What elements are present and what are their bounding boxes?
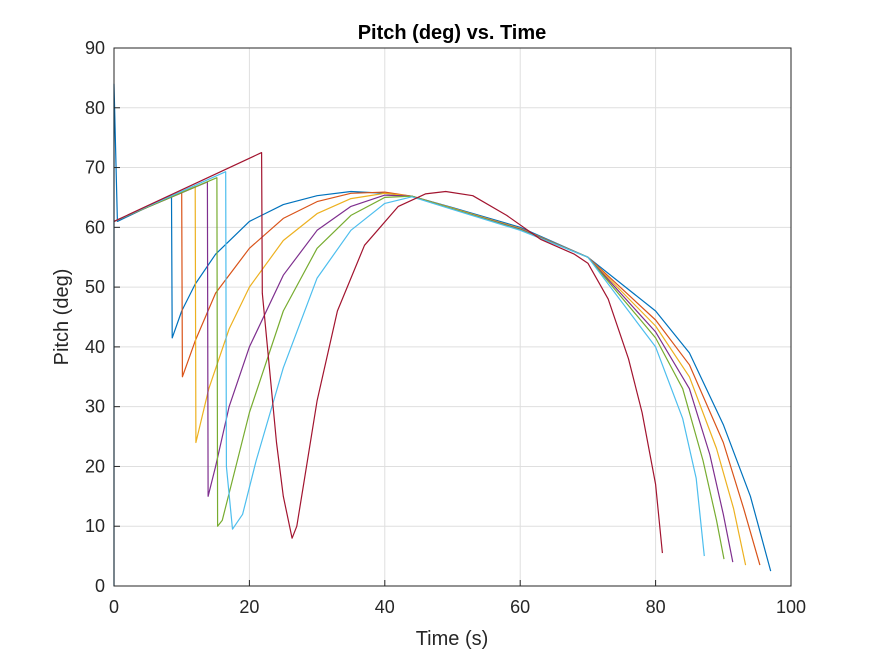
series-line-4: [113, 181, 734, 563]
y-tick-label: 70: [85, 158, 105, 178]
x-tick-label: 60: [510, 597, 530, 617]
series-line-5: [113, 177, 725, 560]
y-tick-label: 50: [85, 277, 105, 297]
x-tick-label: 20: [239, 597, 259, 617]
x-tick-labels: 0 20 40 60 80 100: [109, 580, 806, 617]
chart-title: Pitch (deg) vs. Time: [358, 22, 547, 44]
plot-frame: [113, 47, 792, 587]
series-line-6: [113, 171, 705, 557]
x-tick-label: 80: [646, 597, 666, 617]
y-axis-label: Pitch (deg): [51, 269, 73, 366]
y-tick-labels: 0 10 20 30 40 50 60 70 80 90: [85, 38, 120, 596]
x-tick-label: 100: [776, 597, 806, 617]
x-tick-label: 40: [375, 597, 395, 617]
series-line-3: [113, 186, 747, 566]
series-line-7: [113, 152, 663, 554]
y-tick-label: 60: [85, 217, 105, 237]
y-tick-label: 30: [85, 397, 105, 417]
plot-area: [114, 48, 791, 586]
y-tick-label: 80: [85, 98, 105, 118]
y-tick-label: 0: [95, 576, 105, 596]
y-tick-label: 40: [85, 337, 105, 357]
y-tick-label: 10: [85, 516, 105, 536]
y-tick-label: 90: [85, 38, 105, 58]
x-axis-label: Time (s): [416, 628, 489, 650]
series-line-1: [113, 83, 772, 586]
x-tick-label: 0: [109, 597, 119, 617]
y-tick-label: 20: [85, 456, 105, 476]
series-lines: [113, 83, 772, 586]
